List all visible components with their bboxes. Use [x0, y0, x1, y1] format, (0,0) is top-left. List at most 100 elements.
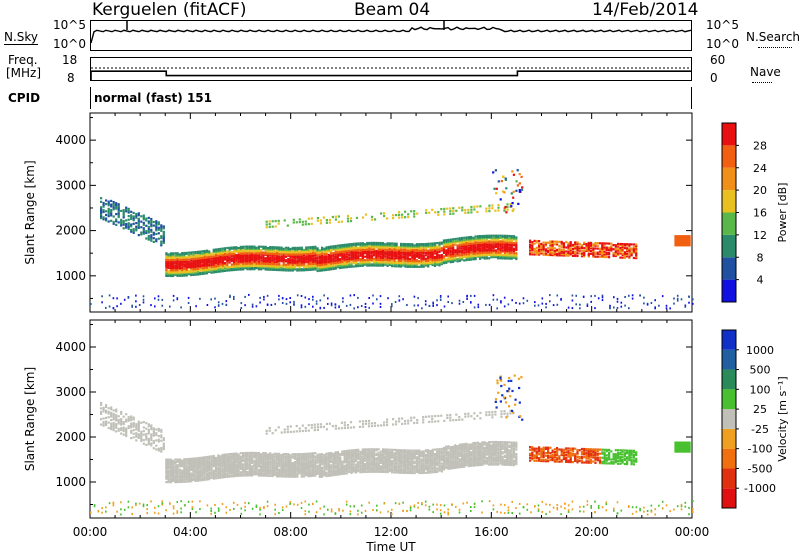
velocity-cell — [214, 472, 218, 475]
power-cell — [669, 307, 671, 310]
power-cell — [150, 239, 153, 242]
power-cell — [327, 249, 330, 252]
power-cell — [456, 237, 459, 240]
velocity-cell — [165, 475, 168, 478]
nave-legend-line — [752, 82, 772, 83]
power-cell — [420, 265, 423, 268]
power-cell — [375, 253, 378, 256]
power-cell — [248, 251, 251, 254]
power-cell — [157, 298, 160, 301]
power-cell — [631, 297, 634, 300]
power-cell — [635, 246, 638, 249]
power-cell — [413, 253, 416, 256]
velocity-cell — [196, 479, 200, 482]
power-cell — [363, 243, 367, 246]
power-cell — [257, 250, 260, 253]
velocity-cell — [210, 471, 213, 474]
power-cell — [492, 294, 495, 297]
power-cell — [461, 206, 464, 209]
power-cell — [263, 295, 265, 298]
power-cell — [120, 222, 123, 225]
power-cell — [594, 307, 596, 310]
power-cell — [219, 259, 222, 262]
power-cell — [275, 268, 279, 272]
power-cell — [549, 247, 552, 250]
power-cell — [316, 256, 319, 259]
power-cell — [233, 268, 236, 272]
power-cell — [553, 254, 556, 257]
velocity-cell — [235, 472, 238, 475]
power-cell — [458, 299, 461, 302]
power-cell — [411, 248, 414, 251]
power-cell — [273, 260, 276, 264]
power-cell — [431, 244, 434, 247]
power-cell — [217, 270, 220, 273]
power-cell — [196, 250, 200, 253]
power-cell — [623, 243, 626, 246]
power-cell — [242, 263, 245, 266]
power-cell — [382, 263, 385, 266]
power-cell — [413, 265, 416, 268]
power-cell — [361, 244, 364, 247]
power-cell — [176, 257, 179, 261]
velocity-cell — [208, 455, 211, 458]
velocity-cell — [192, 463, 195, 466]
velocity-cell — [273, 470, 276, 473]
power-cell — [508, 234, 511, 238]
velocity-cell — [221, 469, 224, 472]
power-cell — [382, 249, 385, 253]
power-cell — [433, 252, 437, 255]
power-cell — [506, 250, 509, 253]
power-cell — [569, 242, 572, 245]
power-cell — [176, 260, 179, 263]
velocity-cell — [201, 474, 204, 477]
power-cell — [676, 236, 679, 240]
power-cell — [463, 252, 466, 255]
power-cell — [273, 256, 276, 259]
power-cell — [284, 246, 288, 249]
power-cell — [321, 252, 324, 255]
power-cell — [350, 247, 353, 250]
velocity-cell — [203, 456, 206, 459]
power-cell — [474, 245, 477, 248]
power-cell — [219, 270, 222, 273]
power-cell — [678, 240, 681, 243]
power-cell — [562, 249, 565, 252]
velocity-cell — [196, 461, 200, 464]
velocity-cell — [165, 458, 168, 461]
power-cell — [361, 255, 364, 258]
velocity-cell — [230, 456, 233, 459]
power-cell — [307, 254, 310, 257]
power-cell — [244, 253, 247, 256]
power-cell — [535, 250, 538, 253]
power-cell — [117, 208, 120, 211]
power-cell — [359, 264, 362, 267]
velocity-cell — [165, 481, 168, 484]
power-cell — [427, 243, 430, 247]
power-cell — [255, 246, 258, 249]
power-cell — [257, 249, 260, 252]
power-cell — [508, 237, 511, 240]
power-cell — [567, 247, 570, 250]
power-cell — [574, 252, 577, 255]
power-cell — [253, 245, 256, 248]
power-cell — [275, 263, 279, 266]
power-cell — [228, 265, 231, 269]
power-cell — [300, 295, 303, 297]
power-cell — [192, 260, 195, 263]
power-cell — [630, 252, 633, 255]
power-cell — [255, 305, 258, 308]
power-cell — [208, 269, 211, 272]
power-cell — [623, 255, 626, 258]
power-cell — [579, 303, 581, 306]
power-cell — [556, 248, 559, 251]
power-cell — [589, 250, 593, 253]
velocity-cell — [221, 457, 224, 460]
power-cell — [461, 253, 464, 257]
power-cell — [368, 252, 371, 255]
power-cell — [208, 259, 211, 262]
power-cell — [580, 249, 584, 252]
power-cell — [187, 269, 190, 272]
power-cell — [431, 249, 434, 252]
power-cell — [533, 253, 536, 256]
